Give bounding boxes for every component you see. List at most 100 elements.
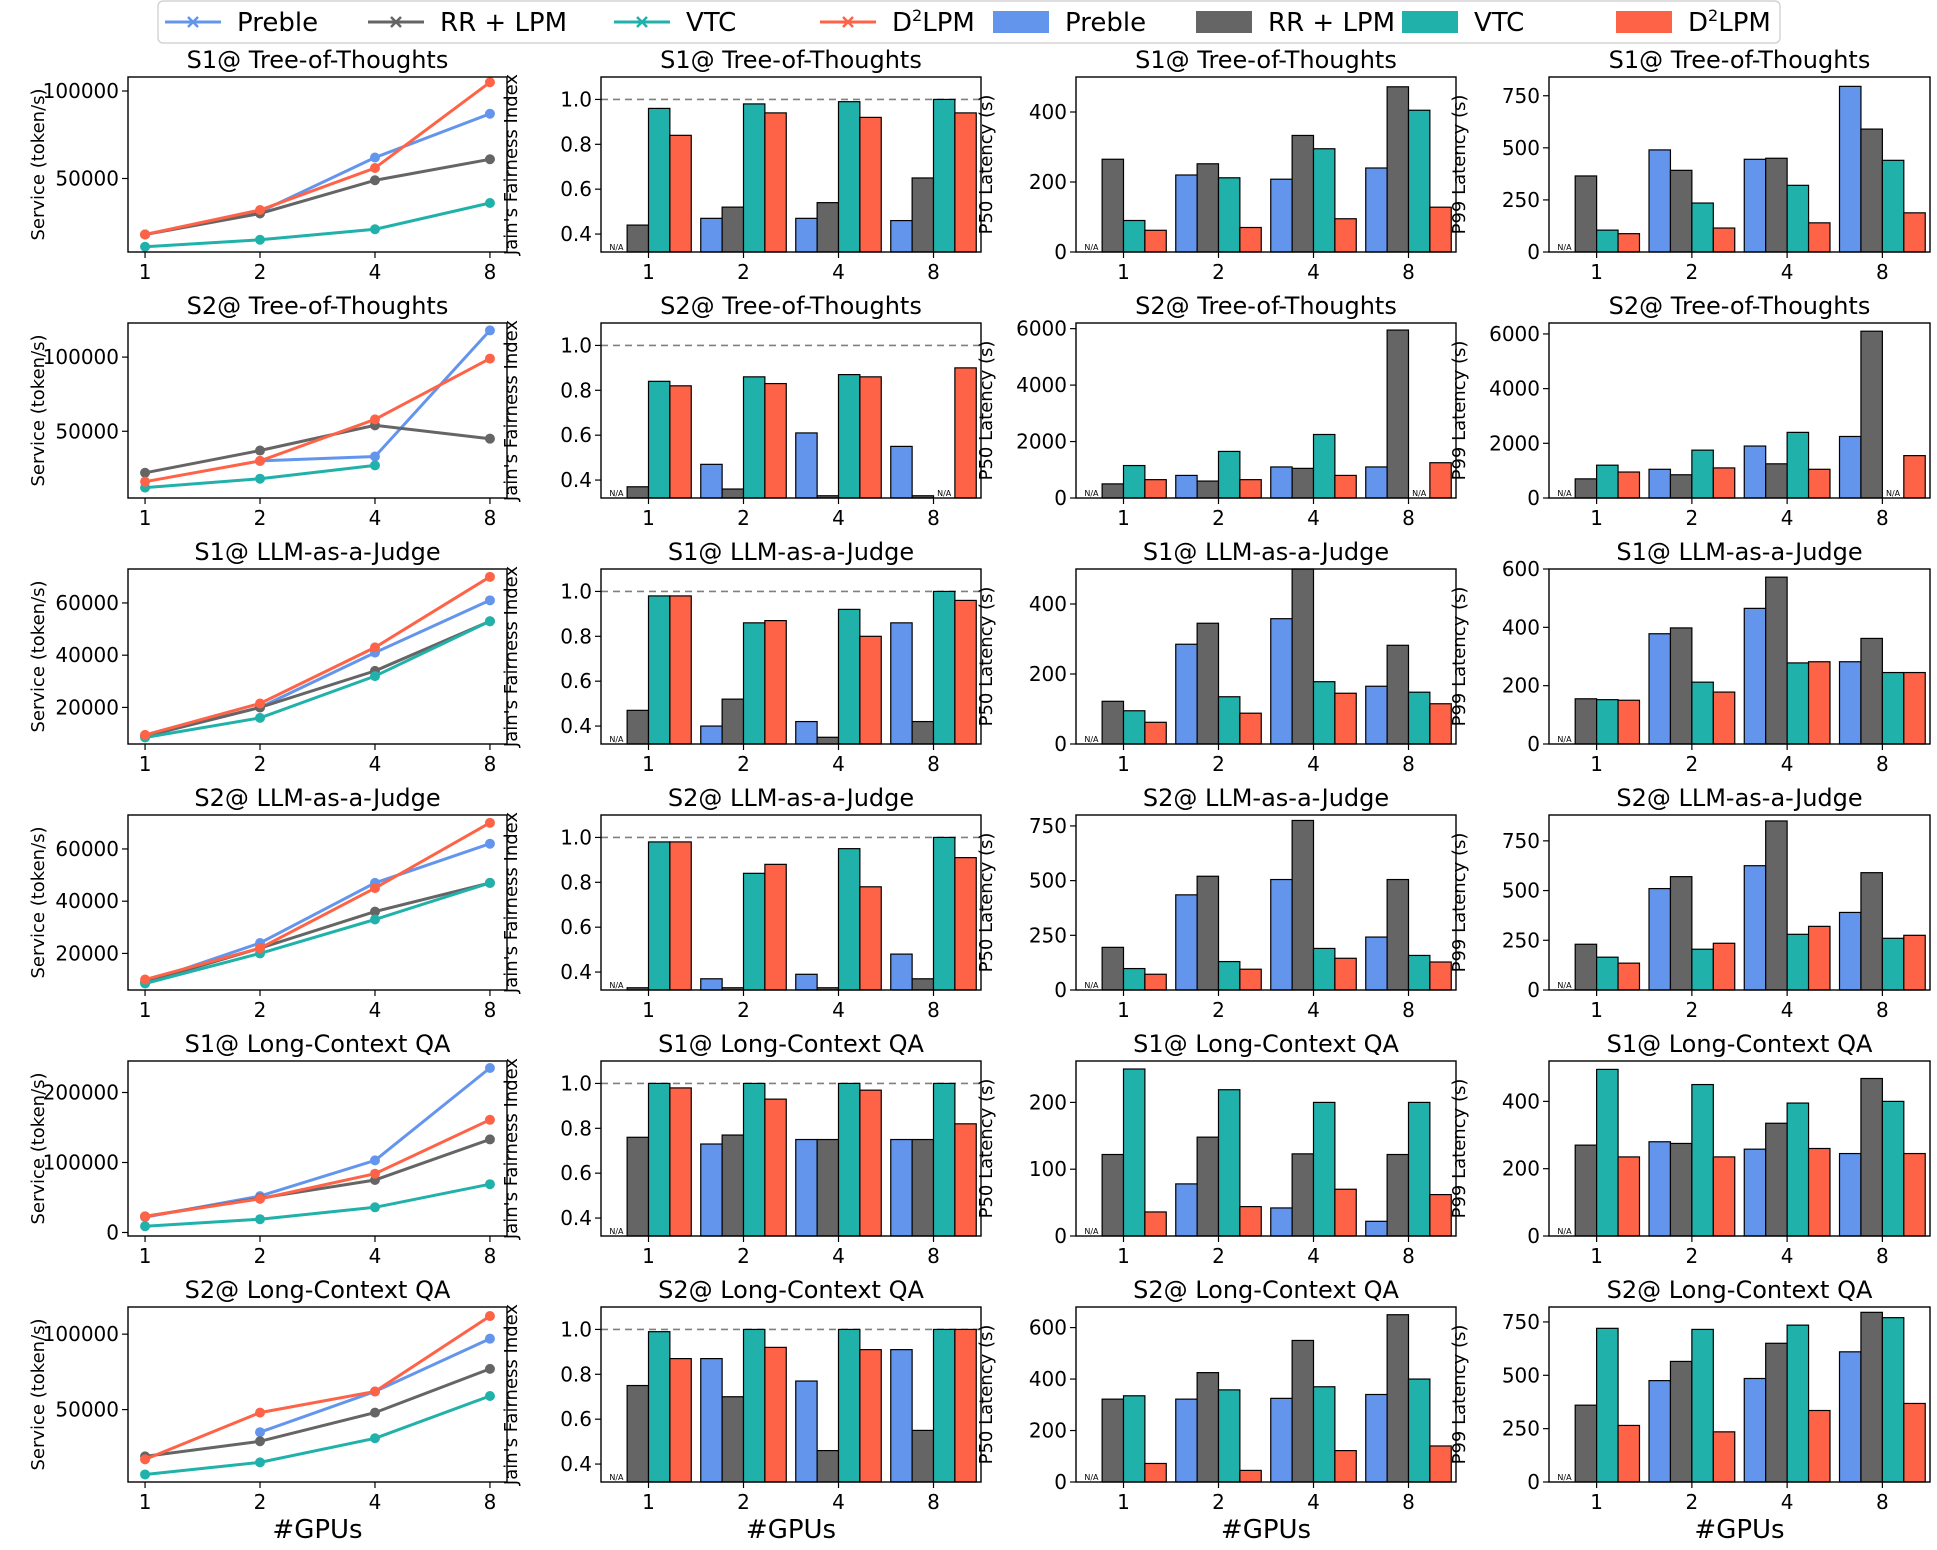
panel-title: S2@ LLM-as-a-Judge	[1143, 784, 1389, 812]
x-tick-label: 4	[832, 998, 845, 1022]
x-axis-label: #GPUs	[746, 1515, 836, 1545]
data-point	[140, 1221, 151, 1232]
y-tick-label: 750	[1502, 1310, 1540, 1334]
x-tick-label: 8	[484, 998, 497, 1022]
legend-entry-line-0: Preble	[165, 8, 318, 38]
series-line-rr-lpm	[144, 1367, 491, 1458]
data-point	[369, 1433, 380, 1444]
legend-label: Preble	[1065, 8, 1146, 38]
x-tick-label: 2	[1212, 1244, 1225, 1268]
x-tick-label: 4	[369, 1244, 382, 1268]
legend-entry-line-1: RR + LPM	[368, 8, 567, 38]
bar-d2lpm	[1712, 227, 1736, 253]
x-tick-label: 1	[139, 1244, 152, 1268]
x-tick-label: 4	[1781, 752, 1794, 776]
data-point	[255, 698, 266, 709]
bar-rr-lpm	[1765, 463, 1788, 499]
x-tick-label: 2	[1212, 506, 1225, 530]
bar-d2lpm	[954, 1123, 977, 1237]
bar-rr-lpm	[1101, 483, 1125, 499]
panel-title: S1@ LLM-as-a-Judge	[1616, 538, 1862, 566]
bar-d2lpm	[669, 385, 692, 499]
bar-d2lpm	[1807, 1409, 1831, 1483]
bar-vtc	[1407, 109, 1431, 253]
x-tick-label: 4	[832, 260, 845, 284]
panel-title: S2@ Tree-of-Thoughts	[1135, 292, 1397, 320]
y-tick-label: 100000	[43, 79, 119, 103]
data-point	[484, 154, 495, 165]
bar-vtc	[1881, 1317, 1905, 1483]
bar-rr-lpm	[1196, 875, 1220, 991]
y-tick-label: 200	[1029, 662, 1067, 686]
bar-rr-lpm	[1860, 637, 1883, 745]
bar-d2lpm	[954, 599, 977, 745]
bar-rr-lpm	[1386, 329, 1410, 499]
bar-preble	[1175, 1398, 1198, 1483]
x-tick-label: 8	[1876, 260, 1889, 284]
y-axis-label: P99 Latency (s)	[1449, 1079, 1470, 1219]
y-tick-label: 750	[1502, 84, 1540, 108]
y-axis-label: P50 Latency (s)	[976, 587, 997, 727]
data-point	[484, 571, 495, 582]
data-point	[369, 1386, 380, 1397]
y-tick-label: 0	[1054, 1224, 1067, 1248]
bar-rr-lpm	[626, 224, 650, 253]
x-tick-label: 8	[927, 998, 940, 1022]
y-tick-label: 0.8	[560, 378, 592, 402]
panel-4: S1@ Tree-of-Thoughts P99 Latency (s) 0 250 5…	[1449, 46, 1931, 284]
series-line-preble	[259, 329, 492, 463]
data-point	[369, 1202, 380, 1213]
bar-rr-lpm	[1386, 644, 1410, 745]
bar-d2lpm	[1144, 721, 1167, 745]
bar-preble	[1365, 466, 1388, 499]
bar-rr-lpm	[1291, 467, 1315, 499]
x-tick-label: 1	[642, 998, 655, 1022]
bar-d2lpm	[1334, 957, 1357, 991]
plot-frame	[1548, 322, 1931, 499]
y-tick-label: 200	[1029, 1419, 1067, 1443]
data-point	[369, 152, 380, 163]
bar-rr-lpm	[1860, 872, 1883, 991]
plot-frame	[600, 814, 982, 991]
bar-vtc	[1122, 967, 1146, 991]
data-point	[255, 943, 266, 954]
panel-2: S1@ Tree-of-Thoughts Jain's Fairness Inde…	[501, 46, 982, 284]
panel-title: S1@ Tree-of-Thoughts	[660, 46, 922, 74]
bar-preble	[700, 725, 723, 745]
y-tick-label: 0.6	[560, 669, 592, 693]
bar-vtc	[742, 376, 766, 499]
legend-x-marker	[636, 16, 648, 28]
bar-rr-lpm	[1765, 157, 1788, 253]
x-tick-label: 1	[139, 998, 152, 1022]
data-point	[255, 1407, 266, 1418]
data-point	[484, 353, 495, 364]
bar-vtc	[1407, 954, 1431, 991]
x-tick-label: 8	[1402, 1490, 1415, 1514]
na-label: N/A	[1084, 735, 1099, 744]
series-line-rr-lpm	[144, 157, 491, 236]
x-tick-label: 2	[254, 752, 267, 776]
bar-vtc	[1596, 1068, 1619, 1237]
bar-vtc	[1881, 1100, 1905, 1237]
bar-vtc	[742, 622, 766, 745]
bar-vtc	[1786, 184, 1810, 253]
x-tick-label: 8	[484, 506, 497, 530]
data-point	[255, 1427, 266, 1438]
bar-d2lpm	[764, 863, 787, 991]
y-tick-label: 100	[1029, 1157, 1067, 1181]
bar-preble	[795, 1138, 818, 1237]
bar-vtc	[1407, 1101, 1431, 1237]
bar-preble	[1365, 685, 1388, 745]
bar-vtc	[1407, 691, 1431, 745]
na-label: N/A	[1412, 489, 1427, 498]
y-tick-label: 0.4	[560, 1452, 592, 1476]
series-line-d2lpm	[144, 575, 491, 737]
bar-d2lpm	[954, 112, 977, 253]
x-tick-label: 2	[1686, 506, 1699, 530]
x-tick-label: 8	[484, 1244, 497, 1268]
bar-preble	[700, 1143, 723, 1237]
panel-16: S2@ LLM-as-a-Judge P99 Latency (s) 0 250 500…	[1449, 784, 1931, 1022]
y-tick-label: 2000	[1016, 430, 1067, 454]
bar-vtc	[1217, 1389, 1241, 1483]
data-point	[484, 1179, 495, 1190]
